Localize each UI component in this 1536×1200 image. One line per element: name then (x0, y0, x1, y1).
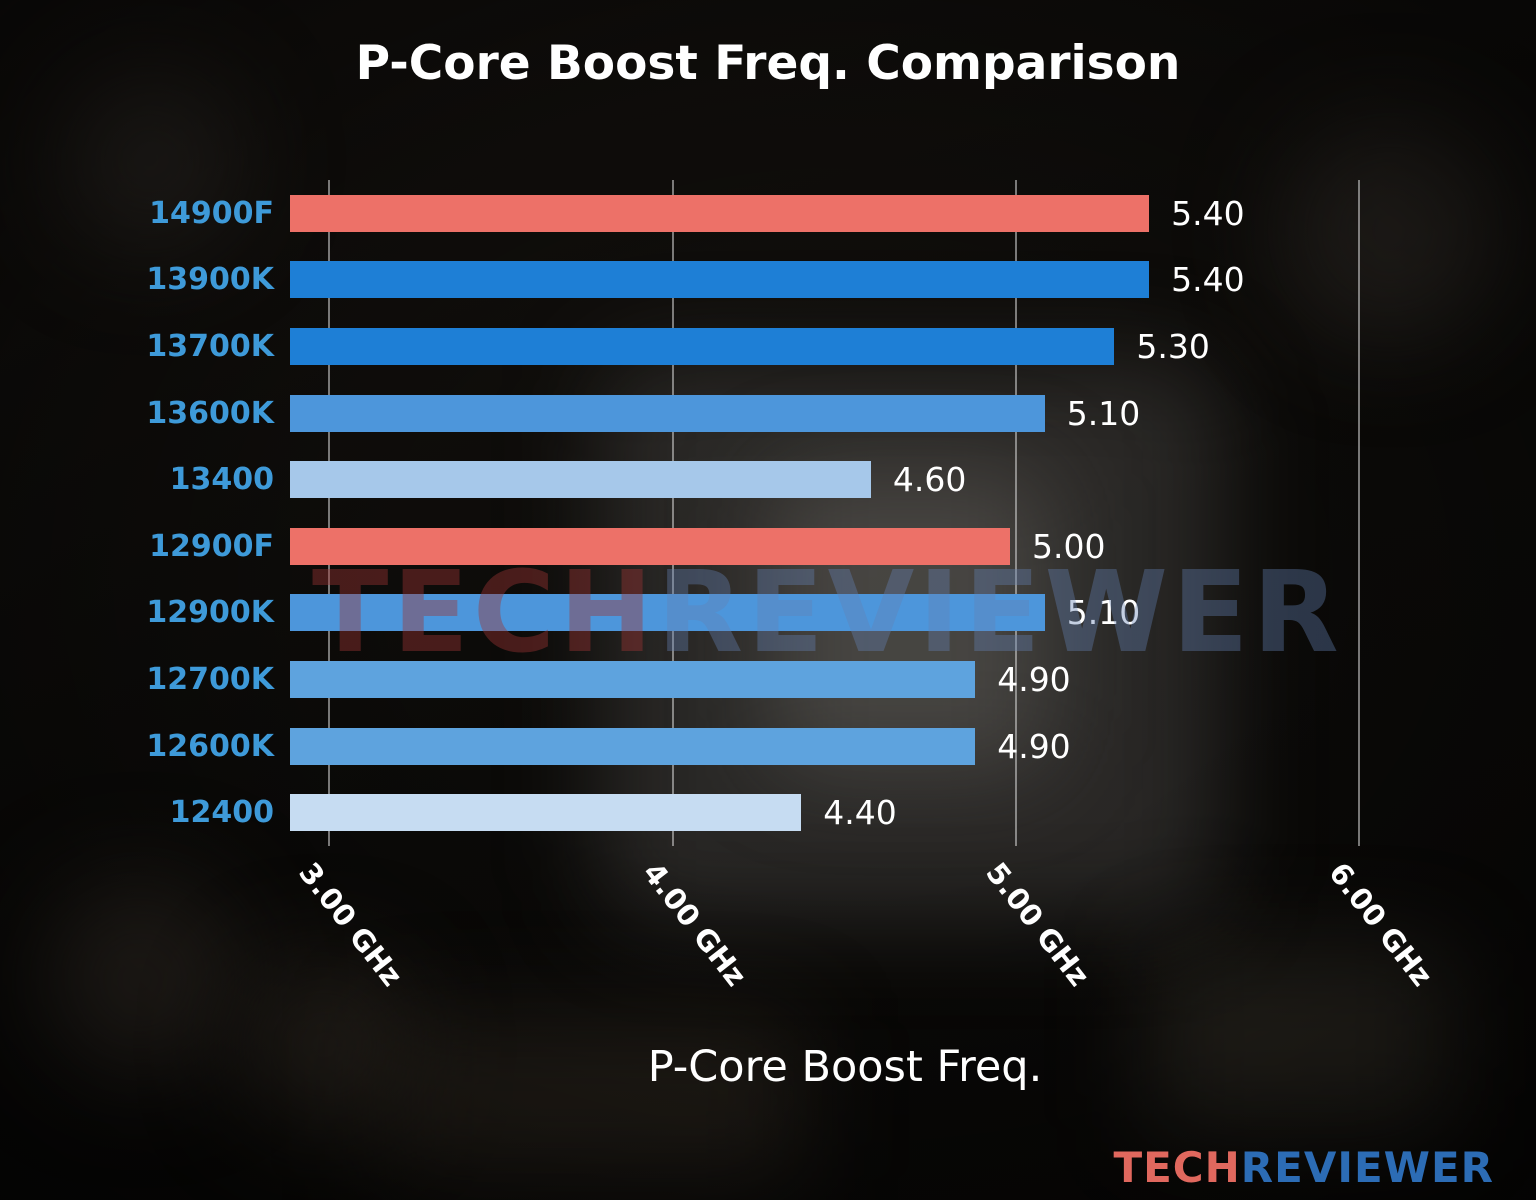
category-label: 13900K (146, 262, 274, 298)
gridline (1015, 180, 1017, 846)
category-label: 13400 (169, 462, 274, 498)
bar-track: 4.90 (290, 713, 1490, 780)
bar-track: 5.30 (290, 313, 1490, 380)
watermark-tech: TECH (312, 548, 657, 678)
bar-13600K (290, 394, 1045, 432)
bar-row: 13400 4.60 (0, 446, 1490, 513)
bar-14900F (290, 194, 1150, 232)
logo-tech: TECH (1113, 1143, 1241, 1192)
category-label: 12600K (146, 728, 274, 764)
value-label: 4.90 (997, 659, 1071, 699)
bar-track: 5.40 (290, 180, 1490, 247)
value-label: 4.40 (823, 793, 897, 833)
value-label: 4.60 (892, 460, 967, 500)
logo-reviewer: REVIEWER (1240, 1143, 1494, 1192)
bar-row: 14900F 5.40 (0, 180, 1490, 247)
plot-area (305, 180, 1490, 846)
category-label: 13700K (146, 328, 274, 364)
bar-12900K (290, 594, 1045, 632)
bar-13700K (290, 327, 1115, 365)
brand-logo: TECHREVIEWER (1113, 1143, 1494, 1192)
value-label: 5.40 (1171, 193, 1245, 233)
bar-row: 13600K 5.10 (0, 380, 1490, 447)
bar-13400 (290, 461, 871, 499)
category-label: 12900F (149, 528, 274, 564)
gridline (1358, 180, 1361, 846)
bar-row: 12900F 5.00 (0, 513, 1490, 580)
gridline (671, 180, 674, 846)
watermark: TECHREVIEWER (312, 548, 1343, 678)
bar-13900K (290, 261, 1150, 299)
bar-track: 5.40 (290, 247, 1490, 314)
bar-row: 12700K 4.90 (0, 646, 1490, 713)
category-label: 12700K (146, 661, 274, 697)
watermark-reviewer: REVIEWER (656, 548, 1343, 678)
gridline (328, 180, 331, 846)
bar-12600K (290, 727, 976, 765)
bar-track: 4.60 (290, 446, 1490, 513)
bar-row: 12900K 5.10 (0, 580, 1490, 647)
value-label: 5.40 (1171, 260, 1245, 300)
value-label: 5.30 (1136, 326, 1210, 366)
bar-12700K (290, 660, 976, 698)
category-label: 14900F (149, 195, 274, 231)
category-label: 12900K (146, 595, 274, 631)
bar-12400 (290, 794, 802, 832)
value-label: 4.90 (997, 726, 1071, 766)
bar-track: 5.10 (290, 380, 1490, 447)
bar-track: 5.00 (290, 513, 1490, 580)
bar-row: 13700K 5.30 (0, 313, 1490, 380)
bar-row: 12600K 4.90 (0, 713, 1490, 780)
bar-track: 4.90 (290, 646, 1490, 713)
value-label: 5.10 (1066, 393, 1141, 433)
x-axis-title: P-Core Boost Freq. (647, 1042, 1043, 1092)
bar-track: 5.10 (290, 580, 1490, 647)
category-label: 13600K (146, 395, 274, 431)
category-label: 12400 (169, 795, 274, 831)
value-label: 5.00 (1032, 526, 1106, 566)
bar-row: 12400 4.40 (0, 779, 1490, 846)
value-label: 5.10 (1066, 593, 1141, 633)
bar-12900F (290, 527, 1010, 565)
chart-title: P-Core Boost Freq. Comparison (355, 36, 1181, 91)
bar-rows: 14900F 5.40 13900K 5.40 13700K 5.30 13600K 5.10… (0, 180, 1490, 846)
bar-row: 13900K 5.40 (0, 247, 1490, 314)
bar-track: 4.40 (290, 779, 1490, 846)
